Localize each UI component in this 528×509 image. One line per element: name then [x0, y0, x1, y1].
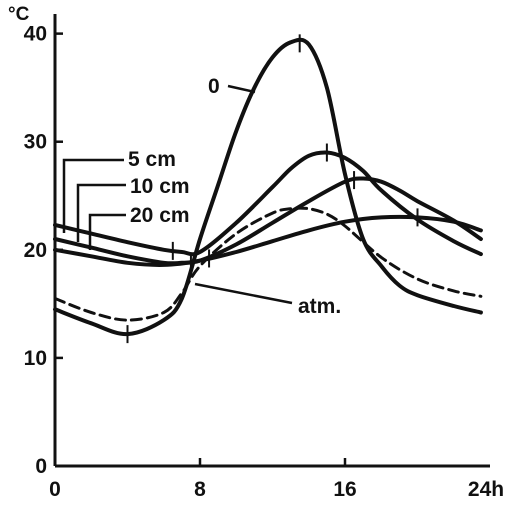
- x-tick-label: 0: [49, 478, 61, 501]
- series-labels: 0 5 cm 10 cm 20 cm atm.: [62, 75, 341, 318]
- y-unit-label: °C: [8, 4, 30, 25]
- series-label: 5 cm: [128, 148, 176, 171]
- series-label-leader: [194, 282, 293, 305]
- series-label-leader: [62, 158, 124, 233]
- series-markers: [126, 34, 419, 344]
- series-label-leader: [88, 213, 126, 250]
- series-line-0: [53, 37, 483, 337]
- series-label: 20 cm: [130, 204, 190, 227]
- series-lines: [53, 37, 483, 337]
- series-label-leader: [227, 84, 256, 94]
- y-tick-label: 10: [24, 347, 47, 370]
- series-line-2: [53, 176, 483, 266]
- series-label: atm.: [298, 295, 341, 318]
- y-tick-label: 0: [35, 455, 47, 478]
- x-tick-label: 8: [194, 478, 206, 501]
- series-line-4: [53, 206, 483, 322]
- x-tick-label: 24h: [468, 478, 504, 501]
- series-label: 10 cm: [130, 175, 190, 198]
- y-tick-label: 20: [24, 239, 47, 262]
- x-tick-label: 16: [333, 478, 356, 501]
- y-tick-label: 40: [24, 23, 47, 46]
- series-label-leader: [76, 183, 126, 242]
- axis-ticks: 0 10 20 30 40 0 8 16 24h: [24, 23, 504, 501]
- y-tick-label: 30: [24, 131, 47, 154]
- series-line-1: [53, 150, 483, 257]
- series-label: 0: [208, 75, 220, 98]
